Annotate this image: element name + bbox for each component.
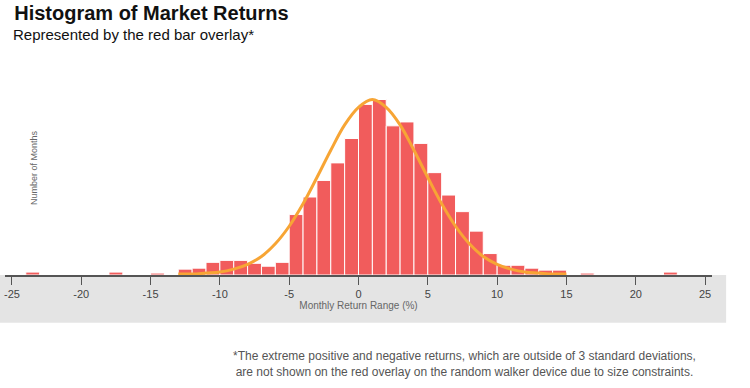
svg-text:0: 0 <box>355 288 361 300</box>
svg-text:5: 5 <box>425 288 431 300</box>
svg-text:Histogram of Market Returns: Histogram of Market Returns <box>14 2 289 24</box>
svg-text:Represented by the red bar ove: Represented by the red bar overlay* <box>13 26 254 43</box>
svg-text:20: 20 <box>630 288 642 300</box>
svg-text:-20: -20 <box>73 288 89 300</box>
svg-text:10: 10 <box>491 288 503 300</box>
svg-text:-15: -15 <box>143 288 159 300</box>
svg-text:*The extreme positive and nega: *The extreme positive and negative retur… <box>233 349 696 379</box>
svg-text:25: 25 <box>699 288 711 300</box>
svg-text:-25: -25 <box>4 288 20 300</box>
svg-text:Monthly Return Range (%): Monthly Return Range (%) <box>299 300 417 311</box>
svg-text:15: 15 <box>560 288 572 300</box>
svg-text:Number of Months: Number of Months <box>29 130 39 205</box>
svg-text:-5: -5 <box>284 288 294 300</box>
svg-text:-10: -10 <box>212 288 228 300</box>
